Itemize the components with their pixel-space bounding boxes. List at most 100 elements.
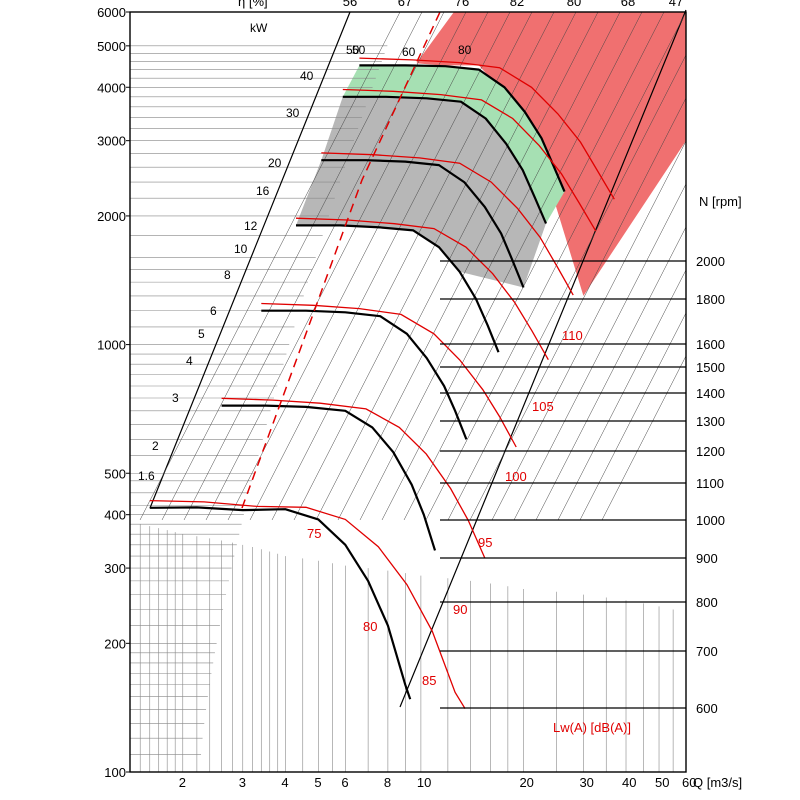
efficiency-ray	[381, 12, 643, 521]
y-tick-label: 5000	[97, 39, 126, 54]
efficiency-ray	[535, 226, 686, 521]
y-tick-label: 6000	[97, 5, 126, 20]
fan-curve-2	[261, 309, 468, 440]
noise-level-label: 110	[562, 328, 583, 343]
power-unit-label: kW	[250, 21, 268, 35]
speed-scale-layer: 2000 1800 1600 1500 1400 1300 1200 1100 1000 900 8…	[440, 254, 725, 716]
x-axis-label: Q [m3/s]	[693, 775, 742, 790]
zone-grey-lower	[296, 160, 524, 288]
x-tick-label: 20	[519, 775, 533, 790]
efficiency-ray	[557, 269, 686, 521]
efficiency-tick-label: 47	[669, 0, 683, 9]
efficiency-ray	[293, 12, 555, 521]
efficiency-tick-label: 56	[343, 0, 357, 9]
efficiency-tick-label: 67	[398, 0, 412, 9]
efficiency-ray	[271, 12, 533, 521]
peak-efficiency-line	[241, 12, 441, 509]
grid-layer	[130, 9, 687, 772]
x-tick-label: 2	[179, 775, 186, 790]
noise-line-1	[221, 397, 486, 559]
efficiency-label: 80	[458, 43, 472, 57]
fan-curve-4	[321, 159, 525, 288]
noise-line-4	[321, 152, 574, 296]
noise-line-3	[295, 217, 549, 361]
noise-level-label: 85	[422, 673, 436, 688]
efficiency-ray	[227, 12, 489, 521]
efficiency-ray	[469, 97, 686, 521]
efficiency-ray	[315, 12, 577, 521]
fan-curve-0	[149, 506, 412, 700]
rpm-tick-label: 900	[696, 551, 718, 566]
power-label: 5	[198, 327, 205, 341]
efficiency-ray	[205, 12, 467, 521]
slant-boundary-left	[149, 11, 351, 509]
efficiency-ray	[601, 355, 686, 521]
power-label: 6	[210, 304, 217, 318]
power-label: 20	[268, 156, 282, 170]
series-layer	[139, 12, 686, 710]
y-tick-label: 200	[104, 636, 126, 651]
efficiency-ray	[579, 312, 686, 521]
rpm-tick-label: 2000	[696, 254, 725, 269]
power-label: 4	[186, 354, 193, 368]
rpm-tick-label: 700	[696, 644, 718, 659]
slant-boundary-right	[399, 9, 687, 708]
y-tick-label: 400	[104, 508, 126, 523]
power-label: 12	[244, 219, 258, 233]
y-tick-label: 500	[104, 466, 126, 481]
fan-curve-3	[296, 224, 500, 353]
fan-curve-5	[342, 95, 548, 224]
zone-layer	[296, 12, 686, 296]
efficiency-tick-label: 82	[510, 0, 524, 9]
efficiency-ray	[359, 12, 621, 521]
efficiency-ray	[491, 140, 686, 521]
power-label: 10	[234, 242, 248, 256]
power-label: 16	[256, 184, 270, 198]
power-label: 1.6	[138, 469, 155, 483]
efficiency-ray	[425, 12, 686, 521]
power-label: 30	[286, 106, 300, 120]
plot-frame	[129, 11, 687, 773]
rpm-tick-label: 1400	[696, 386, 725, 401]
zone-grey	[321, 96, 546, 288]
efficiency-label: 50	[352, 43, 366, 57]
y-tick-label: 3000	[97, 134, 126, 149]
rpm-tick-label: 800	[696, 595, 718, 610]
rpm-tick-label: 1500	[696, 360, 725, 375]
power-label: 3	[172, 391, 179, 405]
efficiency-label: 60	[402, 45, 416, 59]
noise-level-label: 80	[363, 619, 377, 634]
noise-level-label: 90	[453, 602, 467, 617]
x-tick-label: 60	[682, 775, 696, 790]
rpm-tick-label: 1000	[696, 513, 725, 528]
efficiency-tick-label: 80	[567, 0, 581, 9]
y-tick-label: 4000	[97, 80, 126, 95]
noise-level-label: 105	[532, 399, 554, 414]
efficiency-ray	[513, 183, 686, 521]
efficiency-tick-label: 68	[621, 0, 635, 9]
noise-legend-label: Lw(A) [dB(A)]	[553, 720, 631, 735]
x-tick-label: 6	[341, 775, 348, 790]
zone-red	[416, 12, 686, 296]
frame-layer: 2 3 4 5 6 8 10 20 30 40 50 601002003004005001000200…	[97, 0, 696, 790]
x-tick-label: 5	[314, 775, 321, 790]
power-label: 50	[346, 43, 360, 57]
efficiency-ray	[249, 12, 511, 521]
x-tick-label: 50	[655, 775, 669, 790]
efficiency-ray	[403, 12, 665, 521]
rpm-tick-label: 1300	[696, 414, 725, 429]
noise-line-6	[359, 57, 615, 200]
y-tick-label: 2000	[97, 209, 126, 224]
noise-line-2	[261, 302, 517, 448]
x-tick-label: 4	[281, 775, 288, 790]
rpm-tick-label: 1100	[696, 476, 724, 491]
rpm-tick-label: 1200	[696, 444, 725, 459]
noise-level-label: 100	[505, 469, 527, 484]
rpm-tick-label: 1600	[696, 337, 725, 352]
y-tick-label: 300	[104, 561, 126, 576]
x-tick-label: 10	[417, 775, 431, 790]
x-tick-label: 30	[579, 775, 593, 790]
fan-curve-6	[359, 64, 566, 193]
speed-axis-label: N [rpm]	[699, 194, 742, 209]
